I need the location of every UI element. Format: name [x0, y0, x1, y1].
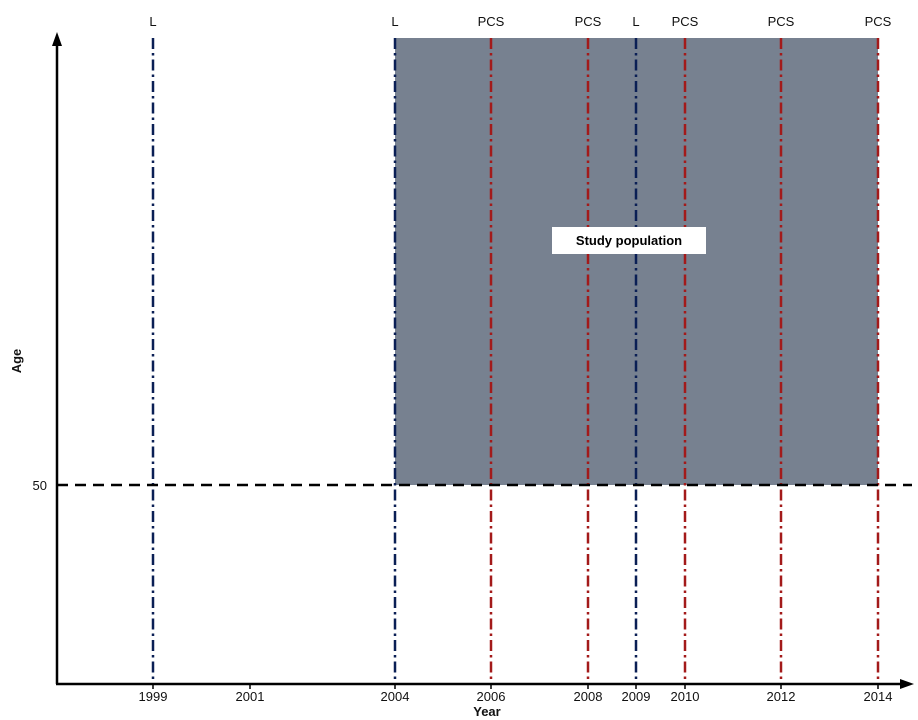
x-tick-label-2012: 2012: [767, 689, 796, 704]
event-labels: L L PCS PCS L PCS PCS PCS: [149, 14, 891, 29]
x-axis-arrow-icon: [900, 679, 914, 689]
y-marker-label: 50: [33, 478, 47, 493]
event-label-l-2004: L: [391, 14, 398, 29]
event-lines: [151, 38, 880, 684]
x-tick-label-2010: 2010: [671, 689, 700, 704]
x-axis-title: Year: [473, 704, 500, 719]
x-tick-label-2009: 2009: [622, 689, 651, 704]
x-ticks: 1999 2001 2004 2006 2008 2009 2010 2012 2014: [139, 684, 893, 704]
event-label-pcs-2010: PCS: [672, 14, 699, 29]
x-tick-label-2004: 2004: [381, 689, 410, 704]
event-label-l-2009: L: [632, 14, 639, 29]
x-tick-label-2008: 2008: [574, 689, 603, 704]
event-label-pcs-2008: PCS: [575, 14, 602, 29]
event-label-pcs-2012: PCS: [768, 14, 795, 29]
x-tick-label-2006: 2006: [477, 689, 506, 704]
y-axis-arrow-icon: [52, 32, 62, 46]
event-label-pcs-2014: PCS: [865, 14, 892, 29]
region-label-box: [552, 227, 706, 254]
x-tick-label-1999: 1999: [139, 689, 168, 704]
x-tick-label-2001: 2001: [236, 689, 265, 704]
region-label: Study population: [576, 233, 682, 248]
event-label-l-1999: L: [149, 14, 156, 29]
y-axis-title: Age: [9, 349, 24, 374]
x-tick-label-2014: 2014: [864, 689, 893, 704]
event-label-pcs-2006: PCS: [478, 14, 505, 29]
